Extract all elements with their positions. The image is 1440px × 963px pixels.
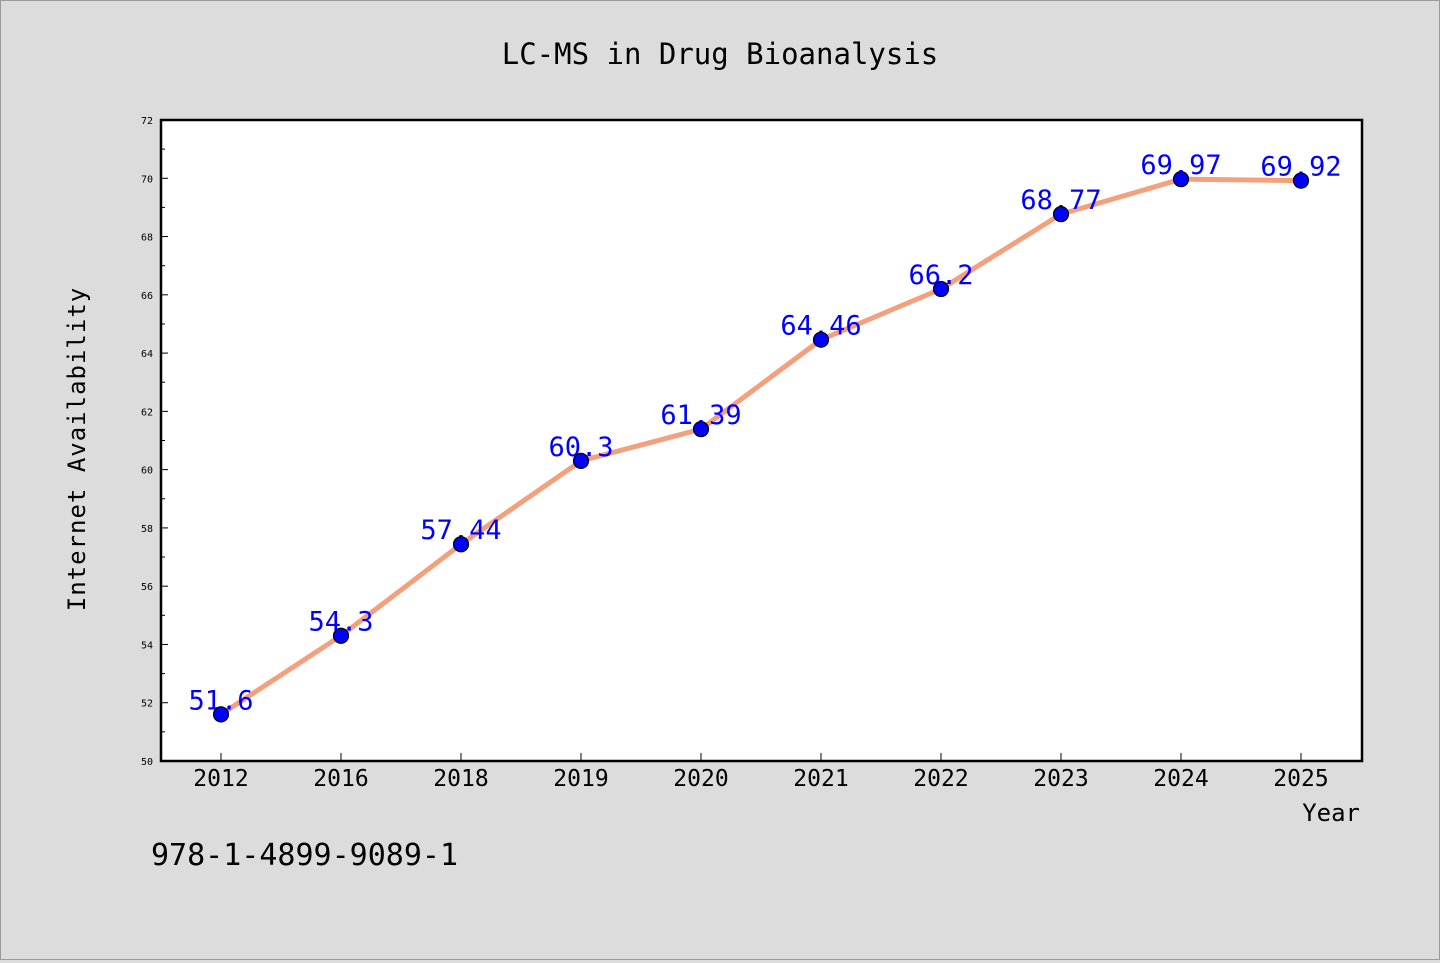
y-axis-label: Internet Availability xyxy=(63,287,91,611)
y-tick-label: 72 xyxy=(141,116,153,127)
y-tick-label: 70 xyxy=(141,174,153,185)
y-tick-label: 66 xyxy=(141,291,153,302)
x-tick-label: 2025 xyxy=(1273,766,1328,792)
x-tick-label: 2020 xyxy=(673,766,728,792)
y-tick-label: 54 xyxy=(141,640,153,651)
y-tick-label: 60 xyxy=(141,466,153,477)
y-axis: 50 52 54 56 58 60 62 64 66 68 70 72 xyxy=(141,116,168,768)
y-tick-label: 58 xyxy=(141,524,153,535)
data-point xyxy=(692,421,710,438)
x-tick-label: 2018 xyxy=(433,766,488,792)
y-tick-label: 62 xyxy=(141,407,153,418)
data-point xyxy=(332,627,350,644)
data-point xyxy=(452,536,470,553)
plot-area xyxy=(159,118,1364,763)
data-point xyxy=(932,280,950,298)
y-tick-label: 64 xyxy=(141,349,153,360)
x-axis-label: Year xyxy=(1302,799,1360,827)
data-point xyxy=(1292,172,1310,189)
data-point xyxy=(1052,206,1070,223)
data-point xyxy=(812,331,830,348)
data-point xyxy=(212,706,230,723)
x-tick-label: 2019 xyxy=(553,766,608,792)
x-tick-label: 2024 xyxy=(1153,766,1208,792)
y-tick-label: 68 xyxy=(141,233,153,244)
series-line xyxy=(218,176,1304,717)
x-tick-label: 2016 xyxy=(313,766,368,792)
isbn-annotation: 978-1-4899-9089-1 xyxy=(151,838,458,873)
data-point xyxy=(572,452,590,469)
y-tick-label: 56 xyxy=(141,582,153,593)
data-point xyxy=(1172,171,1190,188)
x-tick-label: 2023 xyxy=(1033,766,1088,792)
x-axis: 2012 2016 2018 2019 2020 2021 2022 2023 2024 2025 xyxy=(193,753,1329,792)
y-tick-label: 52 xyxy=(141,699,153,710)
y-tick-label: 50 xyxy=(141,757,153,768)
x-tick-label: 2012 xyxy=(193,766,248,792)
data-series: 51.654.357.4460.361.3964.4666.268.7769.9… xyxy=(188,150,1342,723)
x-tick-label: 2022 xyxy=(913,766,968,792)
x-tick-label: 2021 xyxy=(793,766,848,792)
chart-title: LC-MS in Drug Bioanalysis xyxy=(502,37,939,71)
